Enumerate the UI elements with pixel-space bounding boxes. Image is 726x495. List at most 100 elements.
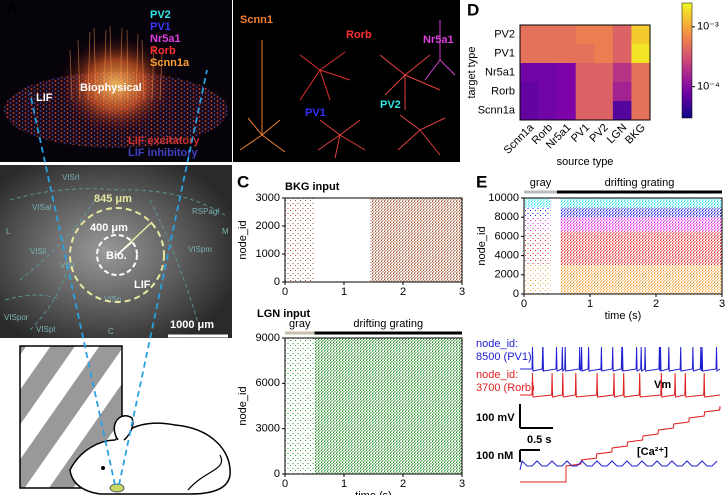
neuron-label: Rorb bbox=[346, 29, 372, 41]
outer-ring bbox=[69, 207, 165, 303]
heatmap-cell bbox=[594, 82, 614, 102]
neuron-label: PV1 bbox=[305, 107, 326, 119]
y-tick-label: 2000 bbox=[495, 269, 519, 281]
plot-frame bbox=[284, 197, 463, 283]
heatmap-cell bbox=[594, 25, 614, 45]
heatmap-cell bbox=[594, 63, 614, 83]
area-label: VISpl bbox=[36, 325, 55, 334]
y-tick-label: 9000 bbox=[256, 332, 280, 344]
spike-raster bbox=[560, 265, 722, 294]
spike-raster bbox=[560, 198, 722, 208]
x-tick-label: 0 bbox=[282, 478, 288, 490]
neuron-morphologies bbox=[239, 20, 456, 159]
vm-trace bbox=[520, 372, 721, 398]
heatmap-cell bbox=[575, 25, 595, 45]
x-tick-label: 0 bbox=[521, 298, 527, 310]
y-tick-label: Rorb bbox=[491, 85, 515, 97]
chart-title: LGN input bbox=[257, 308, 310, 320]
panel-letter: A bbox=[6, 0, 18, 19]
heatmap-cell bbox=[575, 82, 595, 102]
neuron-label: PV2 bbox=[380, 99, 401, 111]
cell-label: Nr5a1 bbox=[150, 33, 181, 45]
x-tick-label: 1 bbox=[341, 286, 347, 298]
plot-frame bbox=[284, 337, 463, 475]
heatmap-cell bbox=[557, 82, 577, 102]
calcium-trace bbox=[520, 405, 721, 483]
y-axis-label: node_id bbox=[476, 226, 488, 265]
y-tick-label: Scnn1a bbox=[478, 104, 516, 116]
plot-frame bbox=[523, 197, 723, 295]
heatmap-cell bbox=[575, 63, 595, 83]
heatmap-cell bbox=[631, 63, 651, 83]
calcium-label: [Ca²⁺] bbox=[637, 446, 668, 458]
scale-label: 0.5 s bbox=[527, 434, 551, 446]
lif-label: LIF bbox=[36, 92, 53, 104]
radius-label: 845 μm bbox=[94, 193, 132, 205]
brain-map bbox=[0, 165, 232, 338]
epoch-label: drifting grating bbox=[353, 318, 423, 330]
biophysical-label: Biophysical bbox=[80, 82, 142, 94]
x-tick-label: 2 bbox=[400, 478, 406, 490]
y-tick-label: 0 bbox=[274, 468, 280, 480]
heatmap-cell bbox=[557, 63, 577, 83]
area-label: L bbox=[6, 227, 11, 236]
y-axis-label: node_id bbox=[237, 220, 249, 259]
area-label: VISal bbox=[32, 203, 51, 212]
heatmap-cell bbox=[631, 101, 651, 121]
cell-label: Rorb bbox=[150, 45, 176, 57]
y-tick-label: Nr5a1 bbox=[485, 66, 515, 78]
x-tick-label: 3 bbox=[719, 298, 725, 310]
y-tick-label: 4000 bbox=[495, 250, 519, 262]
y-tick-label: 3000 bbox=[256, 192, 280, 204]
x-tick-label: 2 bbox=[653, 298, 659, 310]
cell-label: PV2 bbox=[150, 9, 171, 21]
y-tick-label: 2000 bbox=[256, 220, 280, 232]
colorbar-tick-label: 10⁻⁴ bbox=[697, 81, 720, 93]
heatmap-cell bbox=[575, 44, 595, 64]
y-tick-label: 3000 bbox=[256, 423, 280, 435]
radius-arrow bbox=[116, 241, 133, 256]
calcium-trace bbox=[519, 460, 718, 471]
colorbar bbox=[681, 2, 693, 119]
y-tick-label: 8000 bbox=[495, 211, 519, 223]
x-tick-label: BKG bbox=[623, 122, 648, 147]
area-label: VISli bbox=[30, 247, 47, 256]
area-label: VISrl bbox=[62, 173, 80, 182]
panel-letter: C bbox=[237, 172, 249, 191]
inner-ring bbox=[96, 234, 138, 276]
heatmap-cell bbox=[520, 44, 539, 64]
spike-raster bbox=[524, 207, 551, 218]
heatmap-cell bbox=[612, 25, 632, 45]
y-tick-label: 10000 bbox=[488, 192, 519, 204]
x-tick-label: 3 bbox=[459, 478, 465, 490]
vm-trace bbox=[520, 346, 721, 373]
scale-label: 1000 μm bbox=[170, 319, 214, 331]
window-marker bbox=[109, 483, 125, 493]
spike-raster bbox=[560, 231, 722, 266]
spike-raster bbox=[285, 198, 315, 282]
mouse-tail bbox=[187, 454, 223, 491]
spike-raster bbox=[524, 231, 551, 266]
spike-raster bbox=[524, 217, 551, 232]
colorbar-tick-label: 10⁻³ bbox=[697, 21, 719, 33]
x-axis-label: time (s) bbox=[605, 310, 642, 322]
chart-title: BKG input bbox=[285, 181, 340, 193]
x-tick-label: 1 bbox=[341, 478, 347, 490]
heatmap-cell bbox=[520, 25, 539, 45]
heatmap-cell bbox=[612, 44, 632, 64]
core-glow bbox=[58, 35, 174, 135]
mouse-body bbox=[69, 422, 231, 495]
heatmap-frame bbox=[519, 24, 651, 121]
area-label: M bbox=[222, 227, 229, 236]
neuron-label: Scnn1 bbox=[240, 14, 273, 26]
y-tick-label: 1000 bbox=[256, 248, 280, 260]
trace-label: node_id: bbox=[476, 338, 518, 350]
mouse-eye bbox=[101, 466, 105, 470]
heatmap-cell bbox=[538, 25, 558, 45]
spike-raster bbox=[314, 338, 462, 474]
heatmap-cell bbox=[538, 101, 558, 121]
trace-label: 8500 (PV1) bbox=[476, 351, 532, 363]
heatmap-cell bbox=[631, 82, 651, 102]
neuron-label: Nr5a1 bbox=[423, 34, 454, 46]
heatmap-cell bbox=[557, 101, 577, 121]
